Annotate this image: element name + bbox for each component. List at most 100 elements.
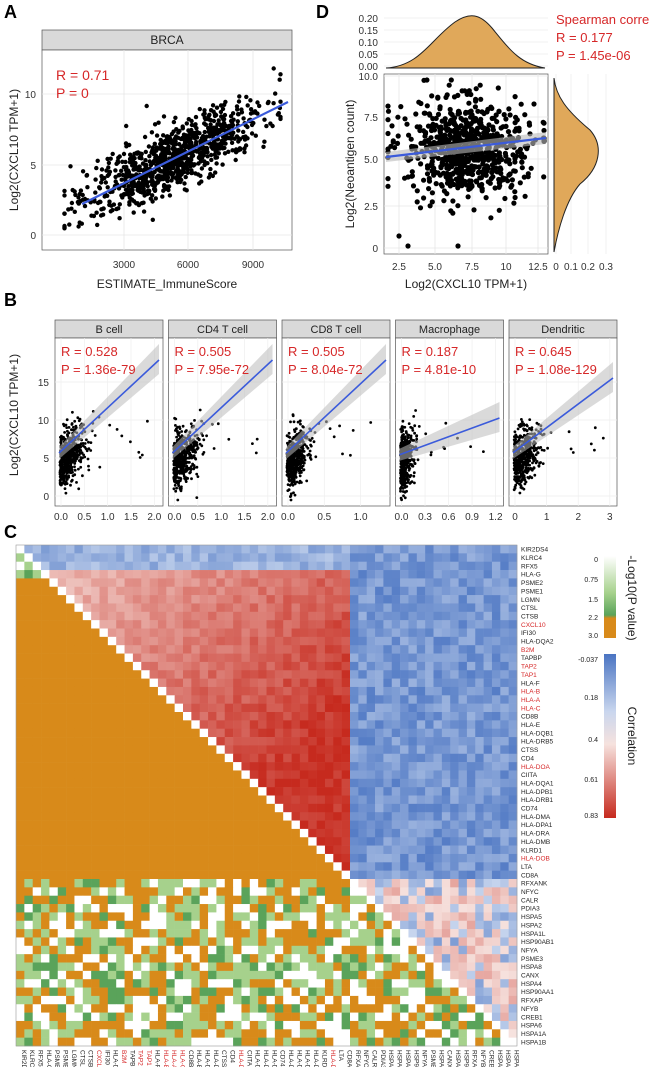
panel-c-letter: C — [4, 522, 17, 542]
panel-b-facet-stat-r: R = 0.645 — [515, 344, 572, 359]
panel-c-gene-label-row: CTSB — [521, 614, 538, 621]
panel-b-facet-xtick: 3 — [607, 512, 613, 523]
panel-c-gene-label-row: CD4 — [521, 755, 534, 762]
panel-c-gene-label-row: TAP2 — [521, 664, 537, 671]
panel-c-gene-label-row: HLA-DQB1 — [521, 730, 554, 737]
panel-b-facet-xtick: 0.3 — [418, 512, 432, 523]
panel-c-gene-label-col: RFXAP — [471, 1050, 478, 1067]
panel-b-facet-name: Macrophage — [419, 324, 480, 336]
panel-d-right-tick-4: 0.3 — [599, 262, 613, 273]
panel-d-xtick-3: 7.5 — [465, 262, 479, 273]
panel-c-gene-label-row: NFYA — [521, 948, 539, 955]
panel-c-gene-label-row: HLA-E — [521, 722, 541, 729]
panel-c-gene-label-row: KLRD1 — [521, 847, 542, 854]
panel-b-facet-xtick: 1.5 — [238, 512, 252, 523]
panel-c-gene-label-col: CXCL10 — [95, 1050, 102, 1067]
panel-b-facet-xtick: 0.0 — [54, 512, 68, 523]
panel-c-gene-label-row: HLA-DPB1 — [521, 789, 553, 796]
panel-d-right-tick-3: 0.2 — [581, 262, 595, 273]
panel-c-corr-tick-1: -0.037 — [578, 657, 598, 664]
panel-a-ytick-2: 5 — [30, 161, 36, 172]
panel-b-facet-xtick: 0.0 — [395, 512, 409, 523]
panel-d-top-tick-3: 0.10 — [359, 38, 379, 49]
panel-c-gene-label-col: HLA-DMB — [312, 1050, 319, 1067]
panel-c-pval-tick-2: 0.75 — [584, 577, 598, 584]
panel-d-xtick-2: 5.0 — [428, 262, 442, 273]
panel-d-ytick-5: 10.0 — [359, 72, 379, 83]
panel-d-top-tick-4: 0.05 — [359, 50, 379, 61]
panel-c-gene-label-row: HSPA2 — [521, 922, 542, 929]
panel-c-gene-label-col: CD8A — [346, 1050, 353, 1067]
panel-c-corr-tick-4: 0.61 — [584, 777, 598, 784]
panel-c-gene-label-row: HSPA1L — [521, 931, 546, 938]
panel-b-facet-xtick: 0 — [512, 512, 518, 523]
panel-c-gene-label-row: LGMN — [521, 597, 540, 604]
panel-c-gene-label-row: HLA-DQA1 — [521, 781, 554, 788]
panel-c-gene-label-row: HLA-DOB — [521, 856, 550, 863]
panel-c-gene-label-col: HSPA4 — [454, 1050, 461, 1067]
panel-c-gene-label-col: HLA-DPB1 — [262, 1050, 269, 1067]
panel-b-facet-stat-r: R = 0.505 — [175, 344, 232, 359]
panel-c-gene-label-row: HSP90AA1 — [521, 989, 554, 996]
panel-c-gene-label-row: HLA-C — [521, 705, 541, 712]
panel-b-facet-stat-r: R = 0.505 — [288, 344, 345, 359]
panel-c-pval-tick-4: 2.2 — [588, 615, 598, 622]
panel-c-corr-legend-title: Correlation — [625, 707, 639, 766]
panel-d-ytick-1: 0 — [372, 244, 378, 255]
panel-c-gene-label-col: CD8B — [187, 1050, 194, 1067]
panel-d-title: Spearman corre — [556, 12, 649, 27]
panel-c-gene-label-row: CIITA — [521, 772, 538, 779]
panel-c-gene-label-row: CTSS — [521, 747, 539, 754]
panel-d-top-tick-1: 0.20 — [359, 14, 379, 25]
panel-c-gene-label-row: CANX — [521, 973, 540, 980]
panel-a-stat-r: R = 0.71 — [56, 67, 110, 83]
panel-c-gene-label-col: TAP1 — [145, 1050, 152, 1066]
panel-d-ylabel: Log2(Neoantigen count) — [343, 100, 357, 229]
panel-d-right-density-curve — [554, 78, 598, 252]
panel-b-facet-stat-r: R = 0.187 — [402, 344, 459, 359]
panel-c-gene-label-col: HLA-F — [153, 1050, 160, 1067]
panel-c-gene-label-col: HLA-DQA1 — [254, 1050, 261, 1067]
panel-b-ytick-3: 10 — [38, 416, 50, 427]
panel-a-ytick-3: 10 — [25, 90, 37, 101]
panel-c-corr-tick-3: 0.4 — [588, 737, 598, 744]
panel-c-gene-label-col: PSME3 — [429, 1050, 436, 1067]
panel-c-gene-label-col: TAP2 — [137, 1050, 144, 1066]
panel-c-corr-tick-2: 0.18 — [584, 695, 598, 702]
panel-c-gene-label-row: NFYC — [521, 889, 539, 896]
panel-c-gene-label-col: KIR2DS4 — [20, 1050, 27, 1067]
panel-b-facet-xtick: 2.0 — [261, 512, 275, 523]
panel-d-stat-p: P = 1.45e-06 — [556, 48, 631, 63]
panel-c-gene-label-row: CD8A — [521, 872, 539, 879]
panel-c-gene-label-col: CIITA — [245, 1050, 252, 1067]
panel-c-gene-label-row: PDIA3 — [521, 906, 540, 913]
panel-c-gene-label-col: HLA-DRB1 — [270, 1050, 277, 1067]
panel-c-gene-label-col: HLA-DQB1 — [204, 1050, 211, 1067]
panel-c-gene-label-row: HLA-DPA1 — [521, 822, 553, 829]
panel-c-gene-label-row: CD74 — [521, 806, 538, 813]
panel-c-gene-label-col: HSPA8 — [437, 1050, 444, 1067]
panel-c-gene-label-row: CREB1 — [521, 1014, 543, 1021]
panel-c-gene-label-row: HLA-A — [521, 697, 541, 704]
panel-c-gene-label-row: HSPA8 — [521, 964, 542, 971]
panel-c-gene-label-col: HSPA1B — [513, 1050, 520, 1067]
panel-c-gene-label-col: RFXANK — [354, 1050, 361, 1067]
panel-c-gene-label-row: IFI30 — [521, 630, 536, 637]
panel-b-ytick-4: 15 — [38, 378, 50, 389]
panel-c-gene-label-col: HSP90AB1 — [412, 1050, 419, 1067]
panel-b-facet-xtick: 1.0 — [354, 512, 368, 523]
panel-c-gene-label-col: HLA-DOB — [329, 1050, 336, 1067]
panel-c-gene-label-col: CD4 — [229, 1050, 236, 1063]
panel-c-gene-label-col: CTSL — [78, 1050, 85, 1067]
panel-b-facet-xtick: 2 — [575, 512, 581, 523]
panel-c-gene-label-row: TAPBP — [521, 655, 542, 662]
panel-d-xlabel: Log2(CXCL10 TPM+1) — [405, 277, 527, 291]
panel-c-gene-label-col: HLA-DRB5 — [212, 1050, 219, 1067]
panel-c-gene-label-row: KLRC4 — [521, 555, 542, 562]
panel-b-facet-xtick: 2.0 — [147, 512, 161, 523]
panel-b-facet-name: CD4 T cell — [197, 324, 248, 336]
panel-c-gene-label-row: TAP1 — [521, 672, 537, 679]
